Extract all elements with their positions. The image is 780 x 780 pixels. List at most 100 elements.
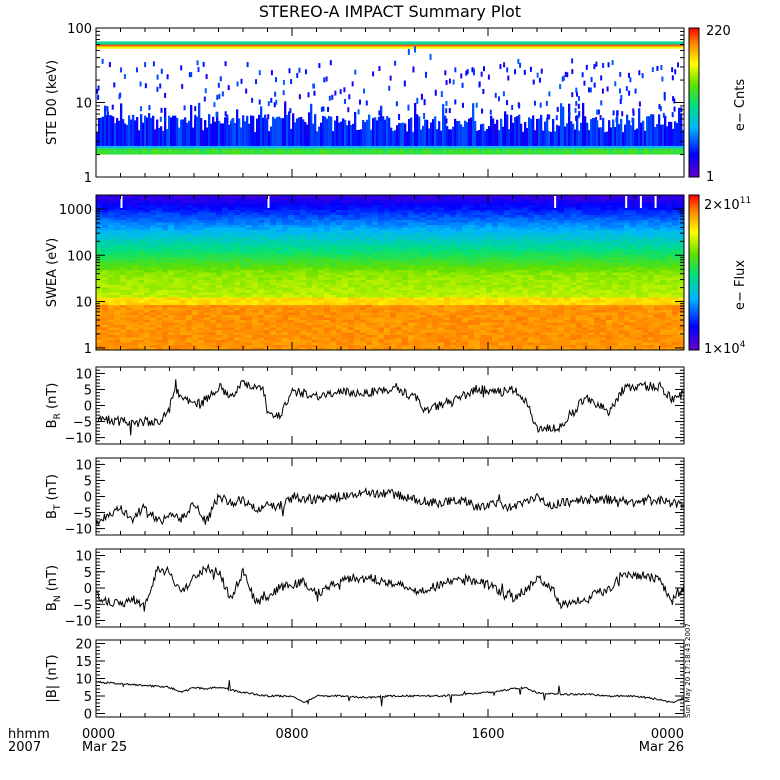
swea-cell — [324, 287, 331, 291]
swea-cell — [204, 205, 211, 208]
swea-cell — [216, 222, 223, 226]
ste-noise-cell — [280, 118, 283, 147]
swea-cell — [546, 242, 553, 246]
swea-cell — [342, 260, 349, 263]
ste-band-cell — [510, 146, 513, 149]
swea-cell — [186, 290, 193, 293]
swea-cell — [138, 232, 145, 236]
swea-cell — [318, 277, 325, 281]
swea-cell — [612, 287, 619, 291]
swea-cell — [354, 235, 361, 238]
swea-cell — [270, 275, 277, 278]
swea-cell — [246, 222, 253, 226]
swea-cell — [630, 265, 637, 268]
swea-cell — [216, 290, 223, 293]
swea-cell — [114, 215, 121, 218]
swea-cell — [426, 227, 433, 231]
swea-cell — [300, 260, 307, 263]
ste-band-cell — [552, 146, 555, 149]
swea-cell — [222, 262, 229, 266]
swea-cell — [228, 265, 235, 268]
swea-cell — [240, 277, 247, 281]
swea-cell — [342, 267, 349, 271]
ste-band-cell — [544, 146, 547, 149]
swea-cell — [96, 195, 103, 198]
swea-cell — [342, 205, 349, 208]
swea-cell — [126, 200, 133, 203]
ste-band-cell — [426, 146, 429, 149]
swea-cell — [606, 195, 613, 198]
swea-cell — [240, 245, 247, 248]
swea-cell — [420, 285, 427, 288]
swea-cell — [630, 272, 637, 276]
ste-band-core — [314, 148, 317, 155]
swea-cell — [372, 262, 379, 266]
swea-cell — [354, 200, 361, 203]
swea-cell — [462, 232, 469, 236]
swea-cell — [102, 230, 109, 233]
swea-cell — [408, 250, 415, 253]
ste-band-cell — [606, 146, 609, 149]
ste-band-cell — [190, 146, 193, 149]
swea-cell — [360, 265, 367, 268]
ste-band-core — [346, 148, 349, 155]
swea-cell — [498, 257, 505, 261]
swea-cell — [600, 262, 607, 266]
swea-cell — [312, 240, 319, 243]
swea-cell — [504, 265, 511, 268]
swea-cell — [186, 245, 193, 248]
swea-cell — [660, 287, 667, 291]
swea-cell — [216, 282, 223, 286]
swea-cell — [480, 222, 487, 226]
swea-cell — [342, 197, 349, 201]
ste-band-cell — [186, 146, 189, 149]
swea-cell — [264, 202, 271, 206]
swea-cell — [390, 235, 397, 238]
swea-cell — [114, 220, 121, 223]
ste-band-cell — [670, 146, 673, 149]
swea-cell — [558, 270, 565, 273]
swea-cell — [348, 275, 355, 278]
ste-noise-cell — [110, 115, 113, 147]
swea-cell — [270, 207, 277, 211]
swea-cell — [354, 265, 361, 268]
ste-band-cell — [414, 146, 417, 149]
swea-cell — [252, 225, 259, 228]
swea-cell — [126, 270, 133, 273]
swea-cell — [624, 260, 631, 263]
ste-noise-cell — [600, 127, 603, 147]
swea-cell — [402, 275, 409, 278]
swea-cell — [174, 290, 181, 293]
swea-cell — [606, 205, 613, 208]
swea-cell — [150, 272, 157, 276]
swea-cell — [498, 247, 505, 251]
ste-band-cell — [652, 146, 655, 149]
ste-speckle — [267, 114, 270, 120]
swea-cell — [270, 242, 277, 246]
swea-cell — [264, 230, 271, 233]
ste-band-core — [106, 148, 109, 155]
swea-cell — [174, 250, 181, 253]
swea-cell — [444, 237, 451, 241]
swea-cell — [366, 242, 373, 246]
swea-cell — [522, 242, 529, 246]
swea-cell — [534, 237, 541, 241]
ste-speckle — [284, 101, 287, 107]
swea-cell — [510, 202, 517, 206]
swea-cell — [474, 255, 481, 258]
ste-band-core — [242, 148, 245, 155]
ste-noise-cell — [650, 114, 653, 147]
swea-cell — [618, 225, 625, 228]
ste-noise-cell — [96, 132, 99, 147]
ste-band-cell — [206, 146, 209, 149]
swea-cell — [648, 262, 655, 266]
swea-cell — [306, 212, 313, 216]
swea-cell — [426, 220, 433, 223]
swea-cell — [288, 235, 295, 238]
swea-cell — [492, 232, 499, 236]
ste-noise-cell — [138, 130, 141, 147]
ste-speckle — [398, 113, 401, 120]
swea-cell — [294, 275, 301, 278]
ste-noise-cell — [486, 129, 489, 147]
swea-cell — [570, 212, 577, 216]
